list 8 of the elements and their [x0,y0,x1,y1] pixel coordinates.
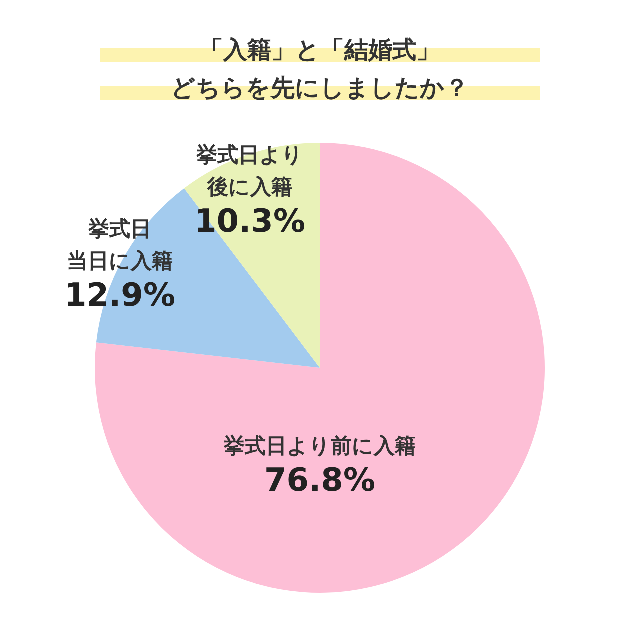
slice-label: 挙式日当日に入籍 [67,217,173,273]
data-label: 10.3% [194,202,306,240]
data-label: 12.9% [64,276,176,314]
slice-label: 挙式日より前に入籍 [223,434,416,458]
chart-subtitle: どちらを先にしましたか？ [171,74,469,102]
slice-label: 挙式日より後に入籍 [196,143,304,199]
data-label: 76.8% [264,461,376,499]
chart-title: 「入籍」と「結婚式」 [200,36,440,64]
